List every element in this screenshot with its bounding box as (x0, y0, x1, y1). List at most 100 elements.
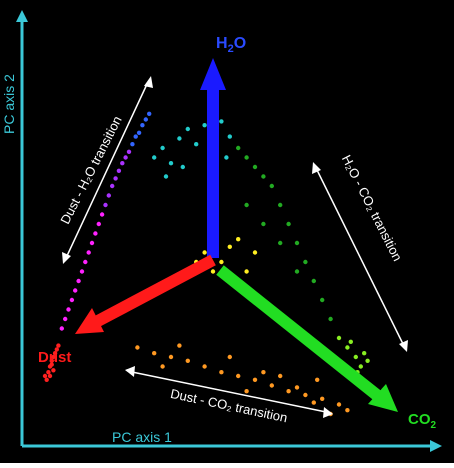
data-point (96, 221, 102, 227)
transition-arrow-dust-h2o (62, 76, 153, 264)
data-point (110, 183, 115, 189)
data-point (303, 392, 308, 398)
data-point (244, 269, 249, 274)
data-point (236, 145, 241, 151)
data-point (303, 259, 308, 265)
data-point (311, 400, 316, 405)
data-point (219, 119, 224, 124)
data-point (286, 389, 291, 394)
data-point (185, 126, 190, 132)
y-axis-label: PC axis 2 (1, 74, 17, 134)
data-point (278, 202, 283, 208)
data-point (227, 134, 232, 139)
data-point (51, 368, 56, 373)
endmember-label-dust: Dust (38, 349, 71, 366)
data-point (244, 389, 249, 394)
x-axis-arrowhead (430, 440, 442, 452)
data-point (126, 149, 132, 154)
data-point (44, 377, 49, 382)
data-point (294, 385, 300, 390)
data-point (113, 176, 118, 181)
data-point (123, 155, 128, 160)
data-point (135, 345, 140, 350)
data-point (54, 347, 59, 352)
data-point (69, 297, 75, 303)
data-point (348, 339, 353, 344)
data-point (278, 240, 283, 246)
data-point (76, 278, 81, 284)
data-point (79, 269, 85, 274)
data-point (311, 278, 316, 284)
data-point (42, 373, 48, 379)
endmember-label-co2: CO2 (408, 411, 437, 431)
data-point (147, 111, 152, 117)
endmember-label-h2o-sub: 2 (228, 43, 234, 55)
data-point (51, 354, 56, 360)
data-point (261, 221, 266, 227)
data-point (83, 259, 88, 265)
data-point (345, 408, 350, 413)
data-point (133, 134, 138, 139)
data-point (365, 358, 370, 363)
endmember-arrow-h2o (200, 58, 226, 258)
data-point (99, 212, 105, 217)
data-point (244, 155, 249, 160)
data-point (219, 370, 224, 375)
data-point (244, 202, 249, 208)
data-point (252, 164, 258, 170)
endmember-label-h2o-tail: O (234, 35, 246, 52)
data-point (362, 351, 367, 356)
data-point (345, 345, 350, 350)
data-point (315, 377, 320, 382)
data-point (73, 288, 78, 293)
data-point (202, 123, 207, 128)
data-point (219, 259, 224, 265)
data-point (89, 240, 95, 246)
transition-arrow-h2o-co2 (312, 162, 408, 352)
data-point (116, 168, 122, 173)
data-point (49, 358, 54, 363)
endmember-label-h2o-main: H (216, 35, 228, 52)
data-point (353, 354, 358, 360)
data-point (261, 370, 266, 375)
endmember-label-co2-main: CO (408, 411, 431, 428)
data-point (47, 373, 53, 379)
data-point (152, 351, 157, 356)
data-point (236, 373, 241, 379)
data-point (224, 155, 229, 160)
data-point (210, 269, 216, 274)
data-point (120, 161, 125, 166)
data-point (62, 316, 68, 322)
y-axis-arrowhead (16, 10, 28, 22)
data-point (269, 183, 274, 189)
data-point (236, 237, 241, 242)
data-point (261, 174, 266, 179)
data-point (336, 402, 342, 407)
data-point (252, 377, 258, 382)
data-point (252, 250, 258, 255)
data-point (136, 130, 142, 135)
endmember-label-co2-sub: 2 (431, 420, 437, 431)
data-point (49, 362, 54, 367)
data-point (59, 326, 64, 331)
data-point (168, 354, 174, 360)
data-point (143, 117, 148, 122)
data-point (130, 142, 135, 147)
transition-arrow-dust-co2 (125, 366, 333, 418)
x-axis-label: PC axis 1 (112, 429, 172, 445)
data-point (46, 370, 51, 375)
data-point (278, 373, 283, 379)
data-point (140, 123, 145, 128)
data-point (177, 343, 182, 348)
data-point (286, 221, 291, 227)
data-point (160, 364, 165, 369)
data-point (294, 240, 300, 246)
endmember-arrows (75, 58, 398, 412)
data-point (152, 155, 157, 160)
data-point (269, 383, 274, 388)
data-point (358, 364, 363, 369)
data-point (103, 202, 108, 208)
data-point (163, 174, 169, 179)
